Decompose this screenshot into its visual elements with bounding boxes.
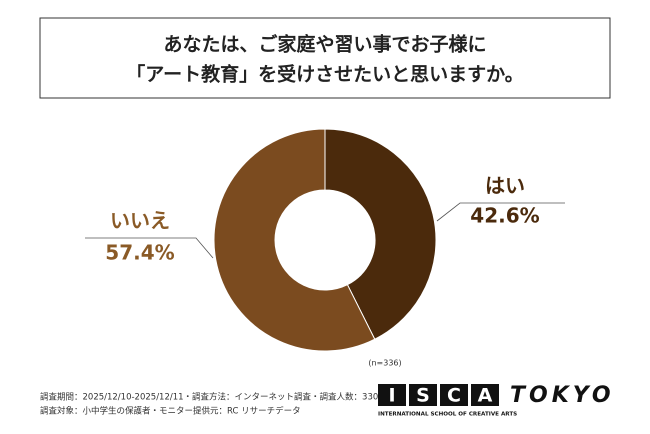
logo-box [378,384,406,406]
logo-box [471,384,499,406]
category-label: はい [485,174,525,198]
logo-box [440,384,468,406]
sample-note: (n=336) [368,359,401,368]
logo-letter: I [388,385,395,407]
logo-letter: C [447,385,461,407]
logo-letter: A [478,385,493,407]
logo-box [409,384,437,406]
footer-text: 調査期間：2025/12/10-2025/12/11・調査方法：インターネット調… [40,392,389,403]
chart-title: あなたは、ご家庭や習い事でお子様に [163,33,486,56]
value-label: 42.6% [470,204,539,228]
leader-line [85,237,214,259]
donut-slice [324,128,437,340]
value-label: 57.4% [105,241,174,265]
logo-city: TOKYO [510,383,615,408]
logo-letter: S [416,385,430,407]
footer-text: 調査対象：小中学生の保護者・モニター提供元：RC リサーチデータ [40,406,301,417]
donut-slice [213,128,376,352]
logo-subtitle: INTERNATIONAL SCHOOL OF CREATIVE ARTS [378,412,517,418]
leader-line [436,202,565,222]
category-label: いいえ [110,209,170,233]
chart-title: 「アート教育」を受けさせたいと思いますか。 [126,63,523,86]
title-box [39,17,611,99]
